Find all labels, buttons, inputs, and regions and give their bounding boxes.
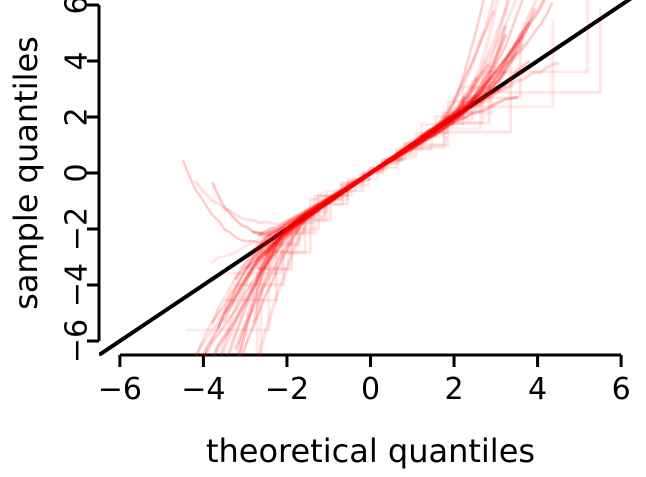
qq-step-curve: [244, 62, 492, 270]
qq-step-curve: [224, 76, 514, 275]
plot-area: [99, 0, 633, 356]
y-tick-label: 4: [60, 51, 95, 70]
y-tick-label: −4: [60, 263, 95, 307]
qq-curve: [263, 95, 519, 256]
x-tick-label: 6: [612, 372, 631, 407]
qq-curve: [219, 31, 525, 356]
qq-curve: [222, 0, 511, 314]
qq-curve: [234, 76, 478, 281]
identity-line: [99, 0, 633, 356]
qq-curve: [240, 94, 477, 298]
qq-step-curve: [225, 41, 522, 302]
qq-curve: [195, 110, 466, 356]
qq-curve: [269, 0, 538, 260]
qq-curve: [252, 36, 524, 235]
x-tick-label: −6: [98, 372, 142, 407]
qq-curve: [217, 2, 554, 329]
qq-curve: [234, 63, 490, 350]
qq-curve: [211, 86, 478, 264]
qq-curve: [257, 22, 530, 271]
qq-curve: [235, 61, 560, 356]
qq-curve: [211, 70, 507, 324]
qq-curves: [182, 0, 602, 356]
y-axis: −6 −4 −2 0 2 4 6: [60, 0, 101, 363]
y-tick-label: 2: [60, 107, 95, 126]
qq-curve: [263, 8, 536, 242]
y-tick-label: −2: [60, 207, 95, 251]
qq-curve: [201, 113, 460, 356]
qq-curve: [193, 0, 509, 356]
qq-curve: [226, 25, 507, 356]
qq-curve: [182, 88, 501, 244]
qq-curve: [219, 0, 500, 356]
qq-curve: [246, 0, 524, 269]
x-axis: −6 −4 −2 0 2 4 6: [98, 353, 631, 407]
x-tick-label: 0: [361, 372, 380, 407]
qq-step-curve: [233, 66, 513, 287]
qq-curve: [238, 104, 466, 356]
qq-step-curve: [255, 7, 602, 356]
x-tick-label: 4: [528, 372, 547, 407]
y-axis-title: sample quantiles: [7, 36, 45, 310]
qq-curve: [222, 10, 495, 323]
qq-step-curve: [259, 0, 589, 356]
qq-curve: [257, 34, 507, 237]
qq-curve: [252, 0, 485, 252]
qq-curve: [251, 50, 519, 324]
x-tick-label: −2: [265, 372, 309, 407]
x-tick-label: −4: [181, 372, 225, 407]
qq-curve: [211, 60, 530, 237]
qq-curve: [240, 96, 466, 356]
qq-curve: [258, 88, 501, 263]
y-tick-label: 6: [60, 0, 95, 15]
qq-curve: [202, 43, 524, 356]
qq-curve: [275, 106, 466, 254]
qq-curve: [193, 0, 496, 226]
qq-curve: [257, 94, 478, 356]
x-tick-label: 2: [444, 372, 463, 407]
qq-step-curve: [258, 87, 491, 271]
qq-curve: [211, 0, 547, 356]
y-tick-label: 0: [60, 163, 95, 182]
qq-step-curve: [261, 97, 482, 253]
qq-step-curve: [186, 18, 555, 332]
qq-curve: [240, 0, 518, 269]
x-axis-title: theoretical quantiles: [205, 432, 536, 470]
y-tick-label: −6: [60, 319, 95, 363]
qq-curve: [263, 94, 478, 270]
